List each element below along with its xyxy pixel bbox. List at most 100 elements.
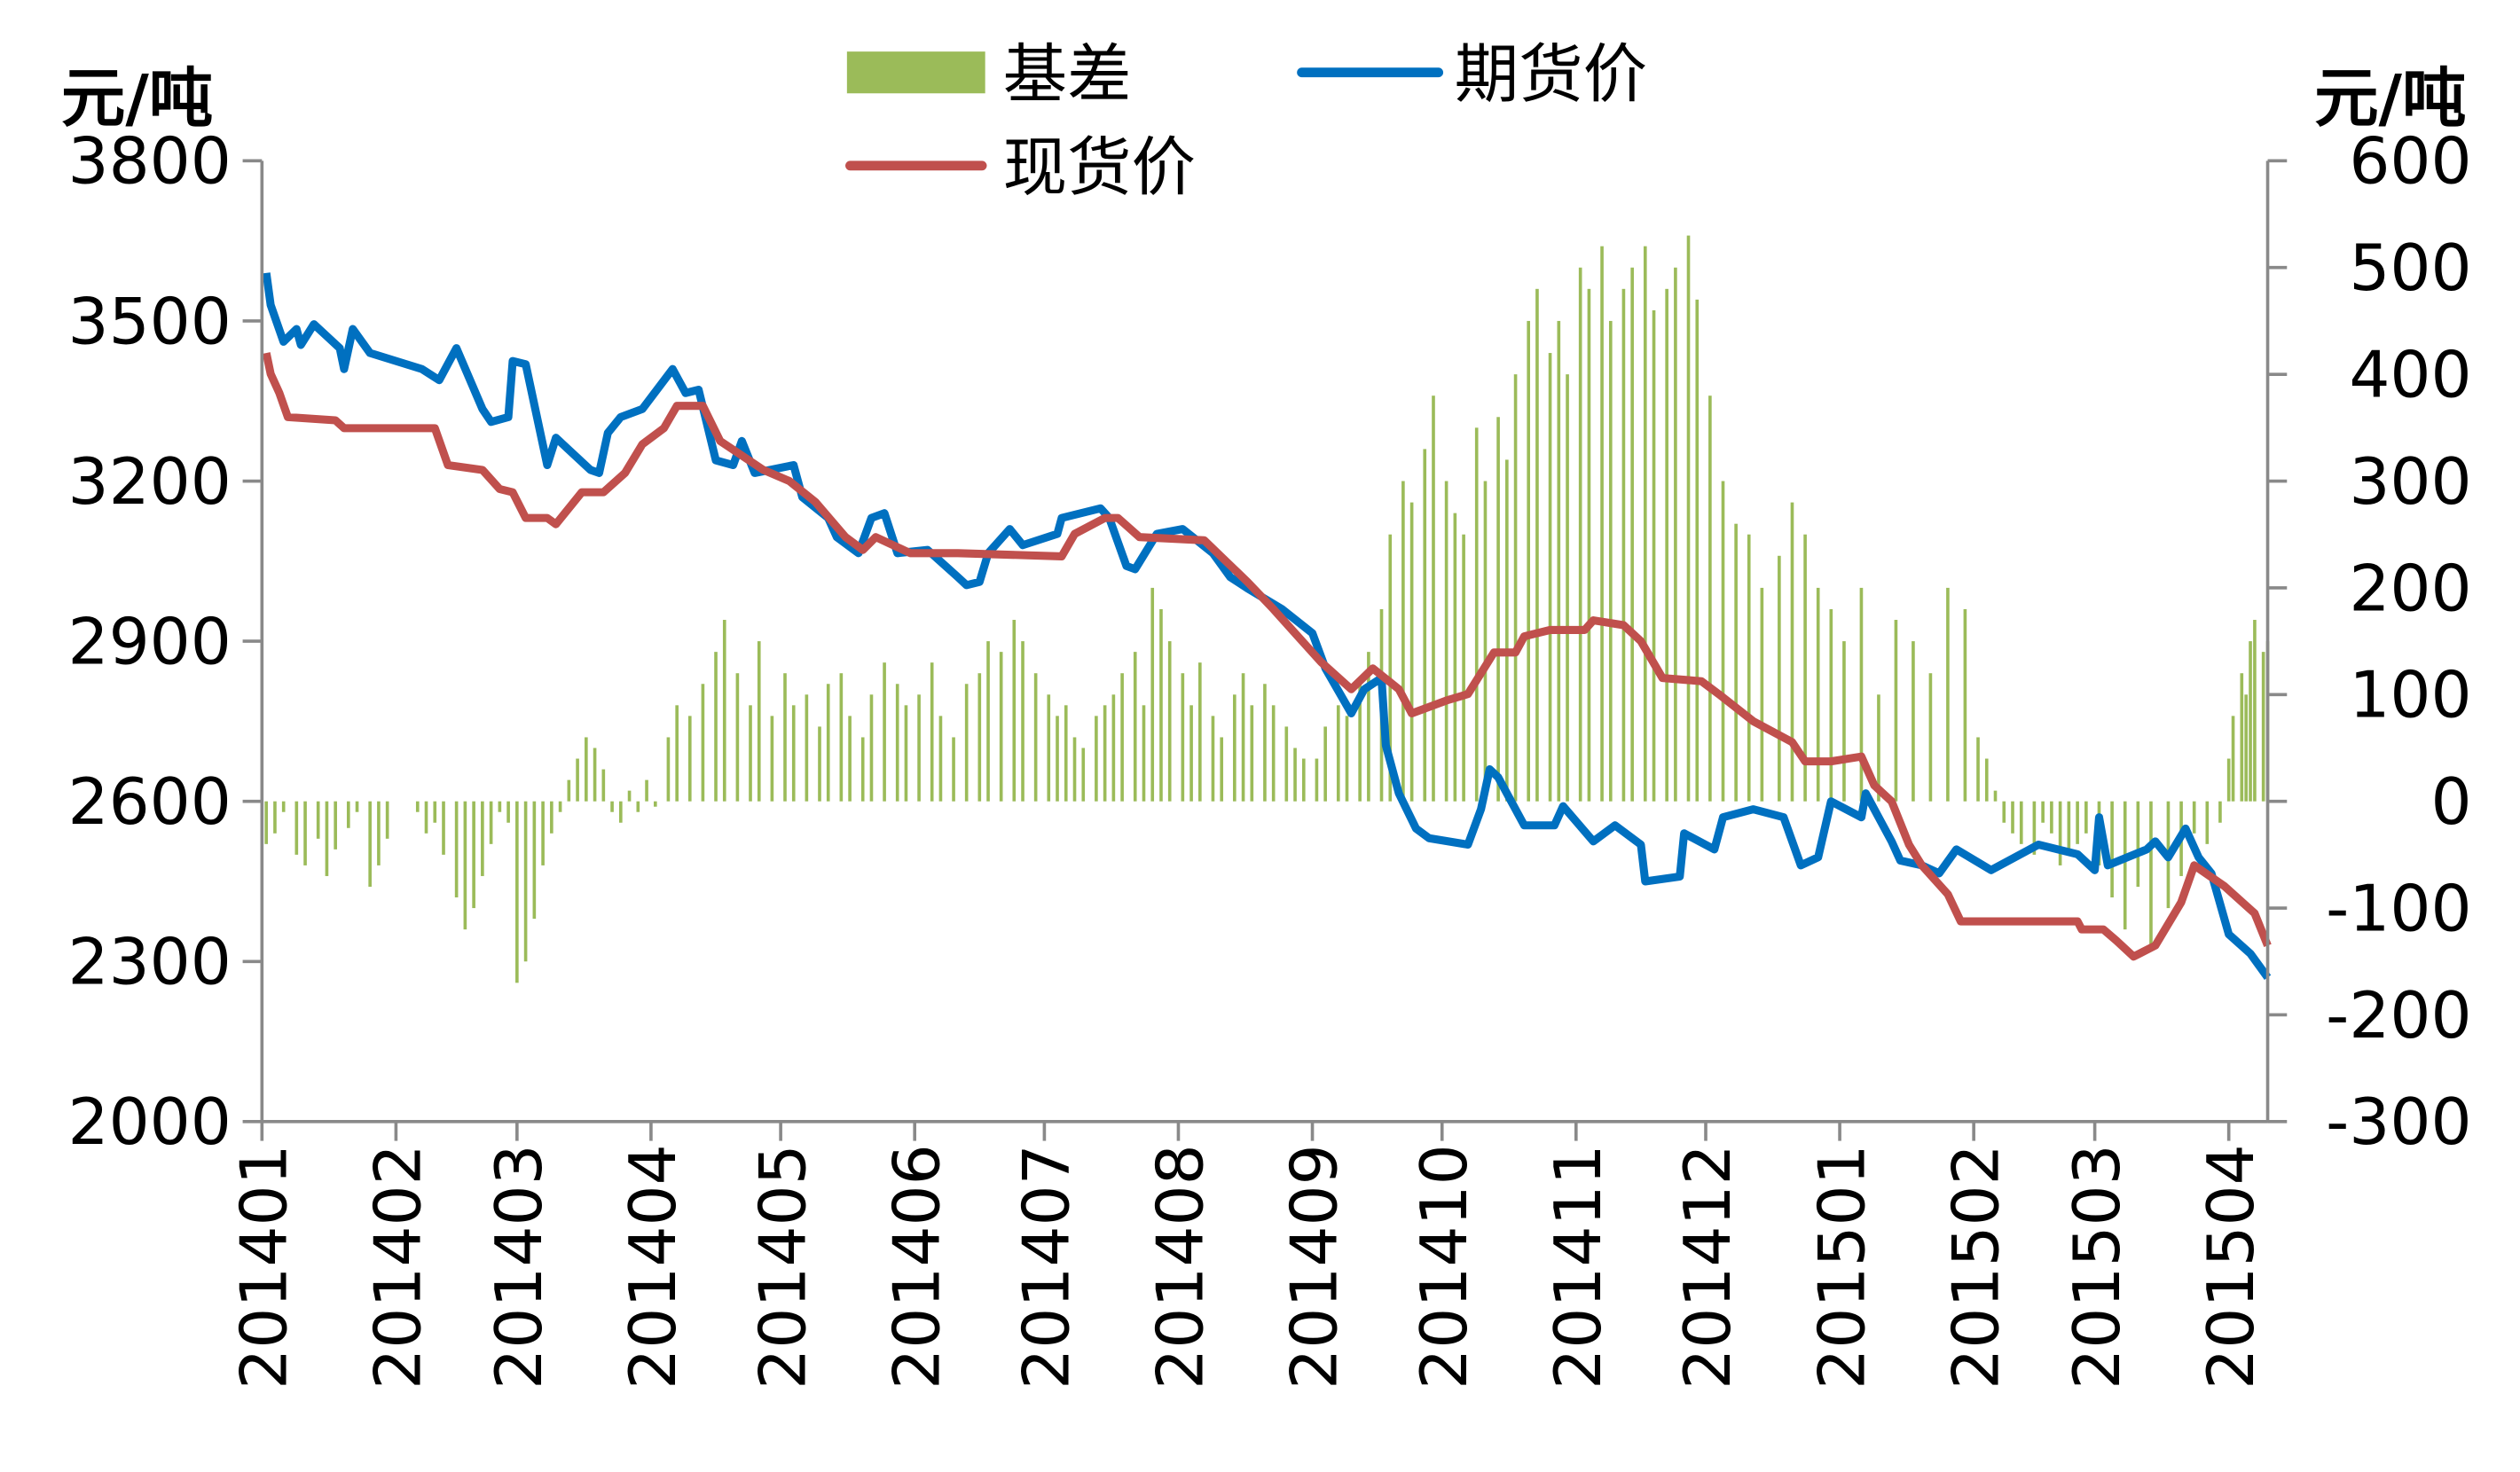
basis-bar: [1072, 737, 1077, 802]
basis-bar: [1621, 288, 1626, 802]
right-tick-label: -300: [2326, 1085, 2471, 1160]
basis-bar: [1976, 737, 1980, 802]
basis-bar: [714, 652, 718, 802]
left-tick-label: 2000: [67, 1085, 231, 1160]
basis-bar: [334, 801, 337, 850]
basis-bar: [848, 716, 852, 802]
legend-label-spot: 现货价: [1003, 131, 1196, 206]
basis-bar: [281, 801, 286, 812]
basis-bar: [385, 801, 389, 839]
basis-bar: [1150, 587, 1155, 802]
basis-bar: [1401, 481, 1405, 802]
basis-bar: [1315, 758, 1319, 802]
basis-bar: [1721, 481, 1725, 802]
basis-bar: [1189, 705, 1193, 802]
basis-bar: [791, 705, 796, 802]
basis-bar: [2244, 694, 2248, 802]
basis-bar: [1336, 705, 1340, 802]
basis-bar: [463, 801, 467, 930]
futures-price-line: [262, 272, 2272, 980]
basis-bar: [1462, 534, 1465, 802]
basis-bar: [1133, 652, 1137, 802]
basis-bar: [1284, 726, 1289, 802]
basis-bar: [1095, 716, 1098, 802]
basis-bar: [1081, 748, 1086, 802]
basis-bar: [424, 801, 428, 834]
basis-bar: [1816, 587, 1820, 802]
legend-label-futures: 期货价: [1455, 38, 1647, 113]
legend-swatch-basis: [846, 51, 985, 94]
x-tick-label: 201408: [1144, 1144, 1219, 1390]
basis-bar: [1557, 320, 1561, 802]
basis-bar: [454, 801, 459, 898]
basis-bar: [1012, 620, 1017, 802]
basis-bar: [541, 801, 545, 865]
basis-bar: [2226, 758, 2231, 802]
right-tick-label: -100: [2326, 872, 2471, 946]
basis-bar: [687, 716, 692, 802]
basis-bar: [550, 801, 553, 834]
basis-bar: [593, 748, 597, 802]
basis-bar: [1842, 641, 1846, 802]
x-tick-label: 201404: [616, 1144, 691, 1390]
basis-bar: [930, 662, 934, 802]
basis-bar: [1760, 587, 1764, 802]
basis-bar: [1220, 737, 1224, 802]
basis-bar: [498, 801, 502, 812]
basis-bar: [523, 801, 528, 962]
basis-bar: [735, 673, 740, 802]
basis-bar: [515, 801, 519, 983]
basis-bar: [415, 801, 420, 812]
basis-bar: [481, 801, 484, 876]
basis-bar: [1859, 587, 1864, 802]
x-tick-label: 201403: [483, 1144, 557, 1390]
basis-bar: [1345, 716, 1349, 802]
basis-bar: [1527, 320, 1531, 802]
basis-bar: [1829, 608, 1833, 802]
basis-bar: [2011, 801, 2014, 834]
basis-bar: [1928, 673, 1933, 802]
basis-bar: [325, 801, 329, 876]
basis-bar: [1513, 374, 1518, 802]
basis-bar: [2205, 801, 2210, 844]
basis-bar: [1263, 684, 1267, 802]
basis-bar: [917, 694, 921, 802]
basis-bar: [1021, 641, 1024, 802]
basis-bar: [860, 737, 865, 802]
basis-bar: [1056, 716, 1059, 802]
basis-bar: [1608, 320, 1613, 802]
basis-bar: [377, 801, 381, 865]
basis-bar: [805, 694, 809, 802]
basis-bar: [2218, 801, 2222, 823]
basis-bar: [1695, 299, 1700, 802]
x-tick-label: 201502: [1939, 1144, 2014, 1390]
basis-bar: [666, 737, 671, 802]
basis-bar: [472, 801, 475, 909]
basis-bar: [273, 801, 277, 834]
basis-bar: [576, 758, 579, 802]
basis-bar: [2240, 673, 2244, 802]
basis-bar: [1483, 481, 1488, 802]
basis-bar: [1250, 705, 1254, 802]
x-tick-label: 201411: [1542, 1144, 1616, 1390]
basis-bar: [1271, 705, 1276, 802]
basis-bar: [355, 801, 359, 812]
basis-bar: [1181, 673, 1185, 802]
basis-bar: [1505, 459, 1509, 802]
basis-bar: [839, 673, 844, 802]
basis-bar: [1111, 694, 1116, 802]
basis-bar: [1630, 267, 1634, 802]
basis-bar: [346, 801, 350, 828]
basis-bar: [883, 662, 886, 802]
basis-bar: [2192, 801, 2196, 834]
basis-bar: [2136, 801, 2140, 887]
right-tick-label: 300: [2349, 445, 2471, 520]
basis-bar: [489, 801, 493, 844]
right-tick-label: -200: [2326, 979, 2471, 1053]
left-axis-unit: 元/吨: [61, 62, 213, 137]
basis-bar: [1946, 587, 1950, 802]
basis-bar: [294, 801, 299, 855]
basis-bar: [1790, 502, 1794, 802]
basis-bar: [1033, 673, 1038, 802]
legend-label-basis: 基差: [1003, 38, 1132, 113]
